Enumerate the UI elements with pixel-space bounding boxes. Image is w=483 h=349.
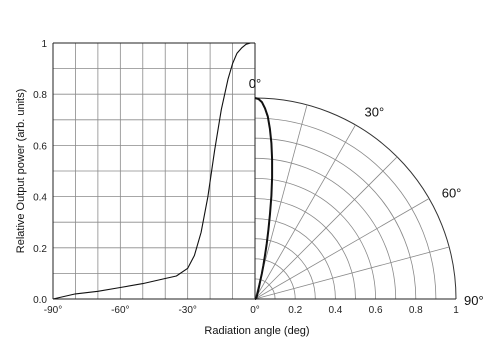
radial-tick-label: 0.8 [409,305,423,316]
series-layer [52,42,274,300]
radial-tick-label: 0.4 [328,305,342,316]
y-axis-title: Relative Output power (arb. units) [15,89,27,253]
angle-label: 30° [365,104,385,119]
x-tick-label: -90° [44,305,62,316]
y-tick-label: 0.4 [33,193,47,204]
angle-label: 90° [464,293,483,308]
series-line-polar [254,97,274,300]
polar-spoke [254,246,450,300]
axes [52,42,456,300]
labels-layer: 0.0 0.2 0.4 0.6 0.8 1 -90° -60° -30° 0° 0.2 0.4 0.6 0… [33,39,483,316]
y-tick-label: 0.8 [33,90,47,101]
x-tick-label: -60° [111,305,129,316]
x-tick-label: -30° [178,305,196,316]
polar-spoke [254,124,356,300]
radial-tick-label: 1 [453,305,459,316]
polar-spoke [254,156,398,300]
x-tick-label: 0° [250,305,260,316]
polar-grid [254,97,457,300]
polar-spoke [254,198,430,300]
x-axis-title: Radiation angle (deg) [204,325,309,337]
radial-tick-label: 0.2 [288,305,302,316]
y-tick-label: 0.6 [33,141,47,152]
y-tick-label: 0.2 [33,244,47,255]
angle-label: 60° [442,186,462,201]
radial-tick-label: 0.6 [369,305,383,316]
y-tick-label: 0.0 [33,295,47,306]
y-tick-label: 1 [41,39,47,50]
angle-label: 0° [249,76,261,91]
cartesian-grid [52,42,256,300]
series-line-cartesian [52,42,255,300]
